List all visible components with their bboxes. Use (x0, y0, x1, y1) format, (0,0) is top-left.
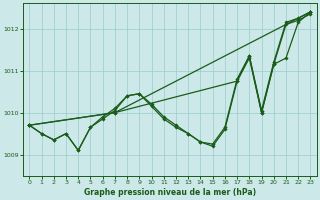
X-axis label: Graphe pression niveau de la mer (hPa): Graphe pression niveau de la mer (hPa) (84, 188, 256, 197)
